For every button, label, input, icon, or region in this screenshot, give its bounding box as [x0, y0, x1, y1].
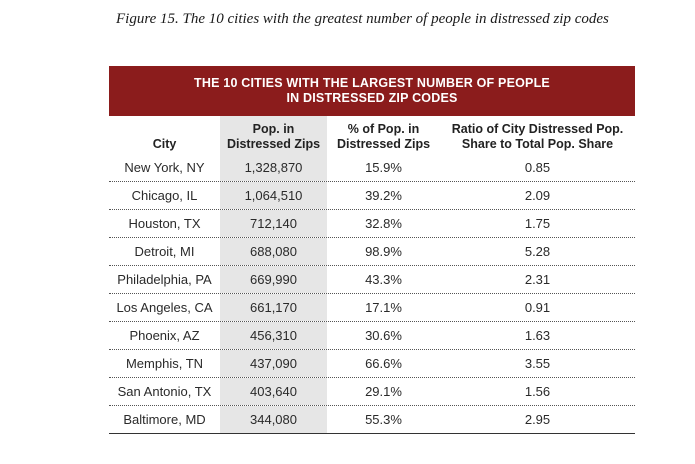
table-row: San Antonio, TX 403,640 29.1% 1.56 — [109, 377, 635, 405]
cell-ratio: 1.63 — [524, 328, 551, 343]
cell-population: 344,080 — [220, 406, 327, 433]
table-body: New York, NY 1,328,870 15.9% 0.85 Chicag… — [109, 154, 635, 434]
cell-city: Philadelphia, PA — [117, 272, 212, 287]
table-row: Memphis, TN 437,090 66.6% 3.55 — [109, 349, 635, 377]
banner-title-line-1: THE 10 CITIES WITH THE LARGEST NUMBER OF… — [194, 76, 550, 90]
cell-population: 403,640 — [220, 378, 327, 405]
cell-population: 712,140 — [220, 210, 327, 237]
cell-city: Detroit, MI — [134, 244, 195, 259]
cell-ratio: 3.55 — [524, 356, 551, 371]
cell-percent: 32.8% — [365, 216, 402, 231]
cities-table: THE 10 CITIES WITH THE LARGEST NUMBER OF… — [109, 66, 635, 434]
cell-city: Chicago, IL — [131, 188, 198, 203]
cell-population: 1,328,870 — [220, 154, 327, 181]
cell-city: Baltimore, MD — [123, 412, 206, 427]
cell-population: 456,310 — [220, 322, 327, 349]
cell-city: New York, NY — [124, 160, 205, 175]
column-header-ratio: Ratio of City Distressed Pop. Share to To… — [451, 121, 624, 151]
cell-ratio: 5.28 — [524, 244, 551, 259]
cell-percent: 17.1% — [365, 300, 402, 315]
table-banner: THE 10 CITIES WITH THE LARGEST NUMBER OF… — [109, 66, 635, 116]
cell-percent: 98.9% — [365, 244, 402, 259]
column-header-population: Pop. in Distressed Zips — [220, 116, 327, 154]
column-header-percent: % of Pop. in Distressed Zips — [336, 121, 431, 151]
column-header-city: City — [152, 137, 177, 151]
cell-city: Los Angeles, CA — [116, 300, 213, 315]
cell-city: Houston, TX — [128, 216, 201, 231]
cell-ratio: 2.31 — [524, 272, 551, 287]
cell-percent: 66.6% — [365, 356, 402, 371]
table-row: New York, NY 1,328,870 15.9% 0.85 — [109, 154, 635, 181]
figure-caption: Figure 15. The 10 cities with the greate… — [116, 11, 609, 27]
cell-percent: 15.9% — [365, 160, 402, 175]
cell-population: 669,990 — [220, 266, 327, 293]
cell-ratio: 0.91 — [524, 300, 551, 315]
table-row: Houston, TX 712,140 32.8% 1.75 — [109, 209, 635, 237]
banner-title-line-2: IN DISTRESSED ZIP CODES — [286, 91, 458, 105]
table-row: Detroit, MI 688,080 98.9% 5.28 — [109, 237, 635, 265]
cell-ratio: 1.56 — [524, 384, 551, 399]
cell-percent: 55.3% — [365, 412, 402, 427]
table-row: Baltimore, MD 344,080 55.3% 2.95 — [109, 405, 635, 433]
cell-population: 437,090 — [220, 350, 327, 377]
cell-population: 688,080 — [220, 238, 327, 265]
cell-percent: 30.6% — [365, 328, 402, 343]
cell-ratio: 1.75 — [524, 216, 551, 231]
table-row: Los Angeles, CA 661,170 17.1% 0.91 — [109, 293, 635, 321]
cell-ratio: 2.09 — [524, 188, 551, 203]
cell-population: 661,170 — [220, 294, 327, 321]
cell-city: Memphis, TN — [125, 356, 204, 371]
cell-ratio: 2.95 — [524, 412, 551, 427]
cell-percent: 39.2% — [365, 188, 402, 203]
table-header-row: City Pop. in Distressed Zips % of Pop. in… — [109, 116, 635, 154]
table-row: Phoenix, AZ 456,310 30.6% 1.63 — [109, 321, 635, 349]
cell-city: San Antonio, TX — [117, 384, 212, 399]
cell-population: 1,064,510 — [220, 182, 327, 209]
cell-percent: 43.3% — [365, 272, 402, 287]
cell-city: Phoenix, AZ — [129, 328, 200, 343]
table-row: Philadelphia, PA 669,990 43.3% 2.31 — [109, 265, 635, 293]
table-row: Chicago, IL 1,064,510 39.2% 2.09 — [109, 181, 635, 209]
cell-percent: 29.1% — [365, 384, 402, 399]
cell-ratio: 0.85 — [524, 160, 551, 175]
